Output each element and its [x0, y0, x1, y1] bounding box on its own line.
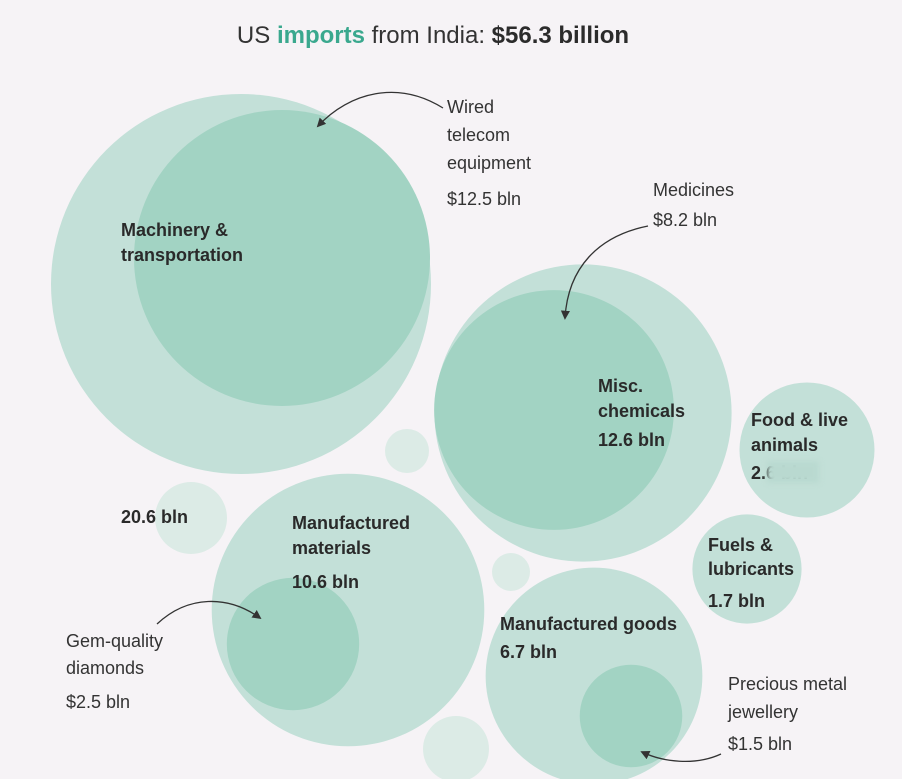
- label-goods-line-1: Manufactured goods: [500, 614, 677, 634]
- label-chemicals-line-1: Misc.: [598, 376, 643, 396]
- label-food-line-1: Food & live: [751, 410, 848, 430]
- sub-bubble-materials: [226, 577, 360, 711]
- sub-bubble-goods: [579, 664, 683, 768]
- annotation-value-machinery: $12.5 bln: [447, 189, 521, 209]
- title-highlight: imports: [276, 22, 365, 49]
- title-amount: $56.3 billion: [491, 22, 630, 49]
- value-label-materials: 10.6 bln: [292, 572, 359, 592]
- value-label-chemicals: 12.6 bln: [598, 430, 665, 450]
- label-machinery-line-2: transportation: [121, 245, 243, 265]
- decorative-bubble-1: [385, 429, 429, 473]
- label-machinery-line-1: Machinery &: [121, 220, 228, 240]
- label-materials-line-2: materials: [292, 538, 371, 558]
- annotation-arrow-machinery: [316, 91, 444, 128]
- annotation-value-chemicals: $8.2 bln: [653, 210, 717, 230]
- bubble-fuels: [692, 514, 802, 624]
- annotation-materials-line-2: diamonds: [66, 658, 144, 678]
- annotation-machinery-line-3: equipment: [447, 153, 531, 173]
- blurred-overlay: [767, 461, 819, 483]
- value-label-machinery: 20.6 bln: [121, 507, 188, 527]
- sub-bubble-machinery: [133, 109, 431, 407]
- bubble-food: [739, 382, 875, 518]
- label-materials-line-1: Manufactured: [292, 513, 410, 533]
- label-fuels-line-2: lubricants: [708, 559, 794, 579]
- value-label-fuels: 1.7 bln: [708, 591, 765, 611]
- annotation-arrow-goods: [640, 751, 722, 763]
- sub-bubble-chemicals: [434, 290, 674, 530]
- label-fuels-line-1: Fuels &: [708, 535, 773, 555]
- value-label-goods: 6.7 bln: [500, 642, 557, 662]
- annotation-goods-line-1: Precious metal: [728, 674, 847, 694]
- chart-title: US imports from India: $56.3 billion: [0, 22, 866, 50]
- decorative-bubble-4: [423, 716, 489, 779]
- decorative-bubble-3: [492, 553, 530, 591]
- label-food-line-2: animals: [751, 435, 818, 455]
- annotation-materials-line-1: Gem-quality: [66, 631, 163, 651]
- annotation-goods-line-2: jewellery: [727, 702, 798, 722]
- title-prefix: US: [236, 22, 277, 49]
- annotation-value-materials: $2.5 bln: [66, 692, 130, 712]
- title-middle: from India:: [364, 22, 492, 49]
- annotation-arrow-chemicals: [560, 225, 649, 320]
- decorative-bubble-2: [155, 482, 227, 554]
- annotation-arrow-materials: [156, 600, 262, 625]
- label-chemicals-line-2: chemicals: [598, 401, 685, 421]
- annotation-chemicals-line-1: Medicines: [653, 180, 734, 200]
- annotation-value-goods: $1.5 bln: [728, 734, 792, 754]
- annotation-machinery-line-1: Wired: [447, 97, 494, 117]
- annotation-machinery-line-2: telecom: [447, 125, 510, 145]
